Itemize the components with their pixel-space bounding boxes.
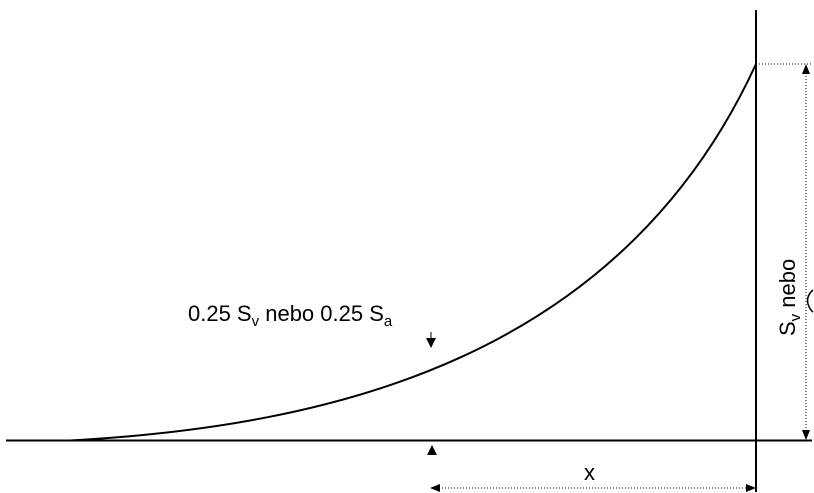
x-label: x	[584, 460, 595, 485]
height-dimension-arrow-bottom	[802, 430, 810, 440]
clipped-glyph-fragment	[806, 289, 814, 313]
x-start-marker	[427, 445, 437, 455]
height-dimension-arrow-top	[802, 64, 810, 74]
x-dimension-arrow-right	[746, 484, 756, 492]
height-label: Sv nebo	[775, 259, 804, 336]
quarter-value-label: 0.25 Sv nebo 0.25 Sa	[188, 301, 393, 330]
x-dimension-arrow-left	[430, 484, 440, 492]
deflection-curve	[69, 63, 757, 442]
curve-point-marker	[426, 338, 436, 348]
